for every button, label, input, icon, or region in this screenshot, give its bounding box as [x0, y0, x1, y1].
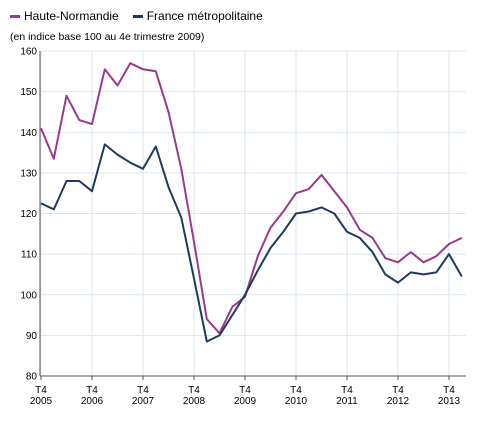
legend: Haute-Normandie France métropolitaine: [10, 9, 263, 23]
x-tick-label-quarter: T4: [443, 385, 455, 396]
x-tick-label-year: 2011: [336, 396, 358, 407]
series-line-france-metropolitaine: [40, 143, 463, 343]
y-tick-label: 150: [20, 87, 37, 98]
x-tick-label-year: 2009: [234, 396, 257, 407]
legend-swatch-france: [132, 14, 143, 18]
series-line-haute-normandie: [40, 62, 463, 335]
x-tick-label-quarter: T4: [341, 385, 353, 396]
x-tick-label-year: 2012: [387, 396, 410, 407]
y-tick-label: 110: [21, 250, 37, 261]
x-tick-label-quarter: T4: [137, 385, 149, 396]
x-tick-label-quarter: T4: [35, 385, 47, 396]
legend-swatch-haute-normandie: [10, 14, 20, 18]
y-tick-label: 140: [20, 128, 37, 139]
x-tick-label-quarter: T4: [86, 385, 98, 396]
y-tick-label: 90: [26, 331, 38, 342]
y-tick-label: 130: [20, 168, 37, 179]
x-tick-label-quarter: T4: [239, 385, 251, 396]
x-tick-label-quarter: T4: [188, 385, 200, 396]
x-tick-label-year: 2007: [132, 396, 155, 407]
legend-item-haute-normandie: Haute-Normandie: [10, 9, 119, 23]
x-tick-label-year: 2013: [438, 396, 461, 407]
x-tick-label-year: 2005: [30, 396, 53, 407]
legend-label-france: France métropolitaine: [146, 9, 263, 23]
legend-label-haute-normandie: Haute-Normandie: [24, 9, 119, 23]
x-tick-label-year: 2006: [81, 396, 104, 407]
y-tick-label: 120: [20, 209, 37, 220]
chart-subtitle: (en indice base 100 au 4e trimestre 2009…: [10, 31, 205, 43]
x-tick-label-quarter: T4: [392, 385, 404, 396]
x-tick-label-quarter: T4: [290, 385, 302, 396]
x-tick-label-year: 2010: [285, 396, 308, 407]
x-tick-label-year: 2008: [183, 396, 206, 407]
y-tick-label: 160: [20, 47, 37, 58]
legend-item-france: France métropolitaine: [132, 9, 263, 23]
y-tick-label: 100: [20, 290, 37, 301]
y-tick-label: 80: [26, 372, 38, 383]
